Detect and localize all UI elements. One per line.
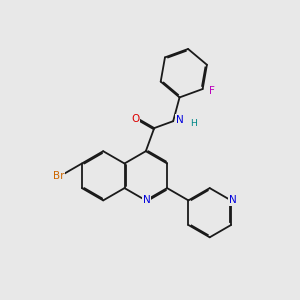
Text: N: N (176, 115, 183, 125)
Text: O: O (131, 114, 140, 124)
Text: N: N (229, 195, 236, 206)
Text: H: H (190, 119, 196, 128)
Text: Br: Br (53, 171, 65, 181)
Text: F: F (209, 85, 214, 95)
Text: N: N (142, 195, 150, 206)
